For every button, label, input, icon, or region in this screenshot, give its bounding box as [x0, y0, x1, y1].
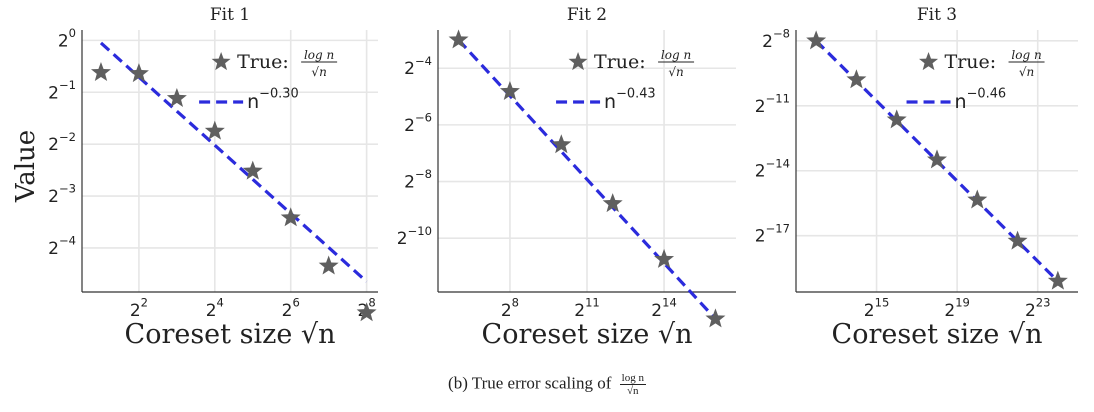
x-tick-label: 211 [574, 296, 600, 321]
data-point-star [886, 109, 907, 129]
panel-title: Fit 3 [917, 5, 957, 25]
caption-text: (b) True error scaling of [448, 373, 612, 393]
x-tick-label: 223 [1025, 296, 1051, 321]
data-point-star [166, 87, 187, 107]
x-tick-label: 26 [282, 296, 300, 321]
data-point-star [128, 63, 149, 83]
caption-frac-den: √n [627, 385, 639, 397]
data-point-star [551, 134, 572, 154]
panel-title: Fit 2 [567, 5, 607, 25]
x-tick-label: 24 [206, 296, 224, 321]
legend-frac-num: log n [1011, 48, 1041, 62]
legend-star-icon [919, 52, 939, 71]
data-point-star [318, 255, 339, 275]
data-point-star [356, 302, 377, 322]
y-tick-label: 2−10 [397, 224, 432, 249]
panel-3: 215 219 223 2−8 2−11 2−14 2−17 Fit 3 Coreset siz… [755, 5, 1078, 350]
fit-line [99, 41, 368, 283]
y-tick-label: 2−3 [48, 182, 76, 207]
data-point-star [242, 160, 263, 180]
caption-frac-num: log n [619, 372, 646, 385]
data-point-star [705, 308, 726, 328]
legend-frac-den: √n [668, 65, 683, 79]
caption-fraction: log n √n [619, 372, 646, 397]
y-tick-label: 20 [58, 26, 76, 51]
x-tick-label: 22 [130, 296, 148, 321]
panel-title: Fit 1 [210, 5, 250, 25]
y-axis-label: Value [11, 130, 41, 203]
legend-frac-den: √n [311, 65, 326, 79]
data-point-star [90, 62, 111, 82]
data-point-star [927, 149, 947, 169]
data-point-star [499, 80, 520, 100]
legend-frac-den: √n [1019, 65, 1034, 79]
x-axis-label: Coreset size √n [125, 319, 336, 350]
legend-true-label: True: [594, 51, 646, 73]
data-point-star [806, 30, 827, 50]
y-tick-label: 2−17 [755, 221, 790, 246]
x-tick-label: 214 [651, 296, 677, 321]
data-point-star [602, 193, 623, 213]
x-axis-label: Coreset size √n [482, 319, 693, 350]
data-point-star [1007, 230, 1028, 250]
data-point-star [280, 207, 301, 227]
fit-line [457, 38, 717, 320]
data-point-star [1047, 270, 1068, 290]
legend-fit-label: n−0.46 [955, 87, 1007, 113]
y-tick-label: 2−2 [48, 130, 76, 155]
y-tick-label: 2−4 [48, 234, 76, 259]
legend-star-icon [211, 52, 231, 71]
legend-true-label: True: [237, 51, 289, 73]
x-tick-label: 215 [864, 296, 890, 321]
y-tick-label: 2−11 [755, 91, 790, 116]
y-tick-label: 2−6 [404, 111, 432, 136]
data-point-star [448, 29, 469, 49]
data-point-star [967, 189, 988, 209]
y-tick-label: 2−14 [755, 156, 790, 181]
data-point-star [204, 120, 225, 140]
legend-fit-label: n−0.43 [604, 87, 656, 113]
x-tick-label: 28 [501, 296, 519, 321]
y-tick-label: 2−8 [762, 26, 790, 51]
legend-frac-num: log n [304, 48, 334, 62]
y-tick-label: 2−1 [48, 78, 76, 103]
x-tick-label: 219 [944, 296, 970, 321]
panels: 22 24 26 28 20 2−1 2−2 2−3 2−4 Fit 1 Coreset size … [48, 5, 1078, 350]
legend-frac-num: log n [661, 48, 691, 62]
y-tick-label: 2−4 [404, 54, 432, 79]
x-axis-label: Coreset size √n [832, 319, 1043, 350]
data-point-star [654, 248, 675, 268]
panel-2: 28 211 214 2−4 2−6 2−8 2−10 Fit 2 Coreset size √… [397, 5, 736, 350]
legend-true-label: True: [945, 51, 997, 73]
legend-star-icon [568, 52, 588, 71]
legend-fit-label: n−0.30 [247, 87, 299, 113]
figure-caption: (b) True error scaling of log n √n [0, 372, 1094, 397]
y-tick-label: 2−8 [404, 167, 432, 192]
data-point-star [846, 69, 867, 89]
